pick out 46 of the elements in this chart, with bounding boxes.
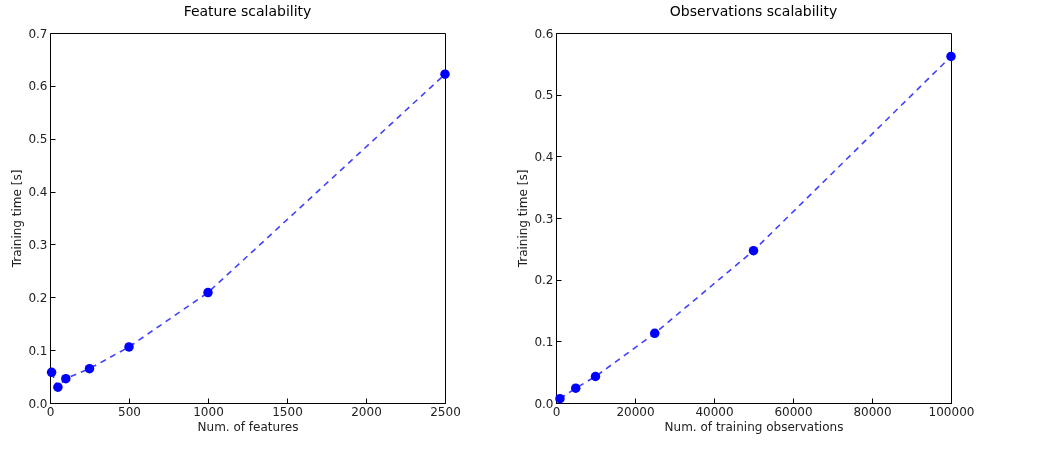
x-tick-label: 60000 <box>774 404 813 419</box>
x-tick-label: 0 <box>552 404 561 419</box>
x-axis-title: Num. of training observations <box>664 419 844 434</box>
y-tick-label: 0.3 <box>28 237 48 252</box>
y-axis-title: Training time [s] <box>516 169 531 269</box>
chart-title: Observations scalability <box>669 3 838 19</box>
point <box>203 287 213 298</box>
y-tick-label: 0.0 <box>534 396 554 411</box>
y-tick-label: 0.5 <box>534 88 554 103</box>
y-tick-label: 0.2 <box>534 273 554 288</box>
x-tick-label: 2500 <box>430 404 461 419</box>
point <box>61 373 71 384</box>
y-tick-label: 0.4 <box>28 185 48 200</box>
y-tick-label: 0.0 <box>28 396 48 411</box>
x-tick-label: 0 <box>46 404 55 419</box>
y-tick-label: 0.6 <box>28 79 48 94</box>
x-axis-title: Num. of features <box>197 419 299 434</box>
y-tick-label: 0.6 <box>534 26 554 41</box>
y-tick-label: 0.7 <box>28 26 48 41</box>
x-tick-label: 20000 <box>616 404 655 419</box>
point <box>571 383 581 393</box>
x-tick-label: 1000 <box>193 404 224 419</box>
x-tick-label: 80000 <box>853 404 892 419</box>
y-tick-label: 0.2 <box>28 290 48 305</box>
x-tick-label: 40000 <box>695 404 734 419</box>
x-tick-label: 500 <box>118 404 141 419</box>
point <box>124 342 134 352</box>
point <box>748 245 759 256</box>
y-tick-label: 0.3 <box>534 211 554 226</box>
point <box>53 382 63 392</box>
x-tick-label: 100000 <box>928 404 975 419</box>
point <box>46 367 57 378</box>
x-tick-label: 1500 <box>272 404 303 419</box>
point <box>440 69 450 79</box>
chart-title: Feature scalability <box>183 3 312 19</box>
y-axis-title: Training time [s] <box>10 169 25 269</box>
y-tick-label: 0.4 <box>534 149 554 164</box>
y-tick-label: 0.1 <box>534 334 554 349</box>
x-tick-label: 2000 <box>351 404 382 419</box>
point <box>946 51 956 62</box>
point <box>650 328 660 339</box>
y-tick-label: 0.5 <box>28 132 48 147</box>
point <box>555 393 565 404</box>
point <box>84 363 95 374</box>
y-tick-label: 0.1 <box>28 343 48 358</box>
point <box>590 371 601 382</box>
